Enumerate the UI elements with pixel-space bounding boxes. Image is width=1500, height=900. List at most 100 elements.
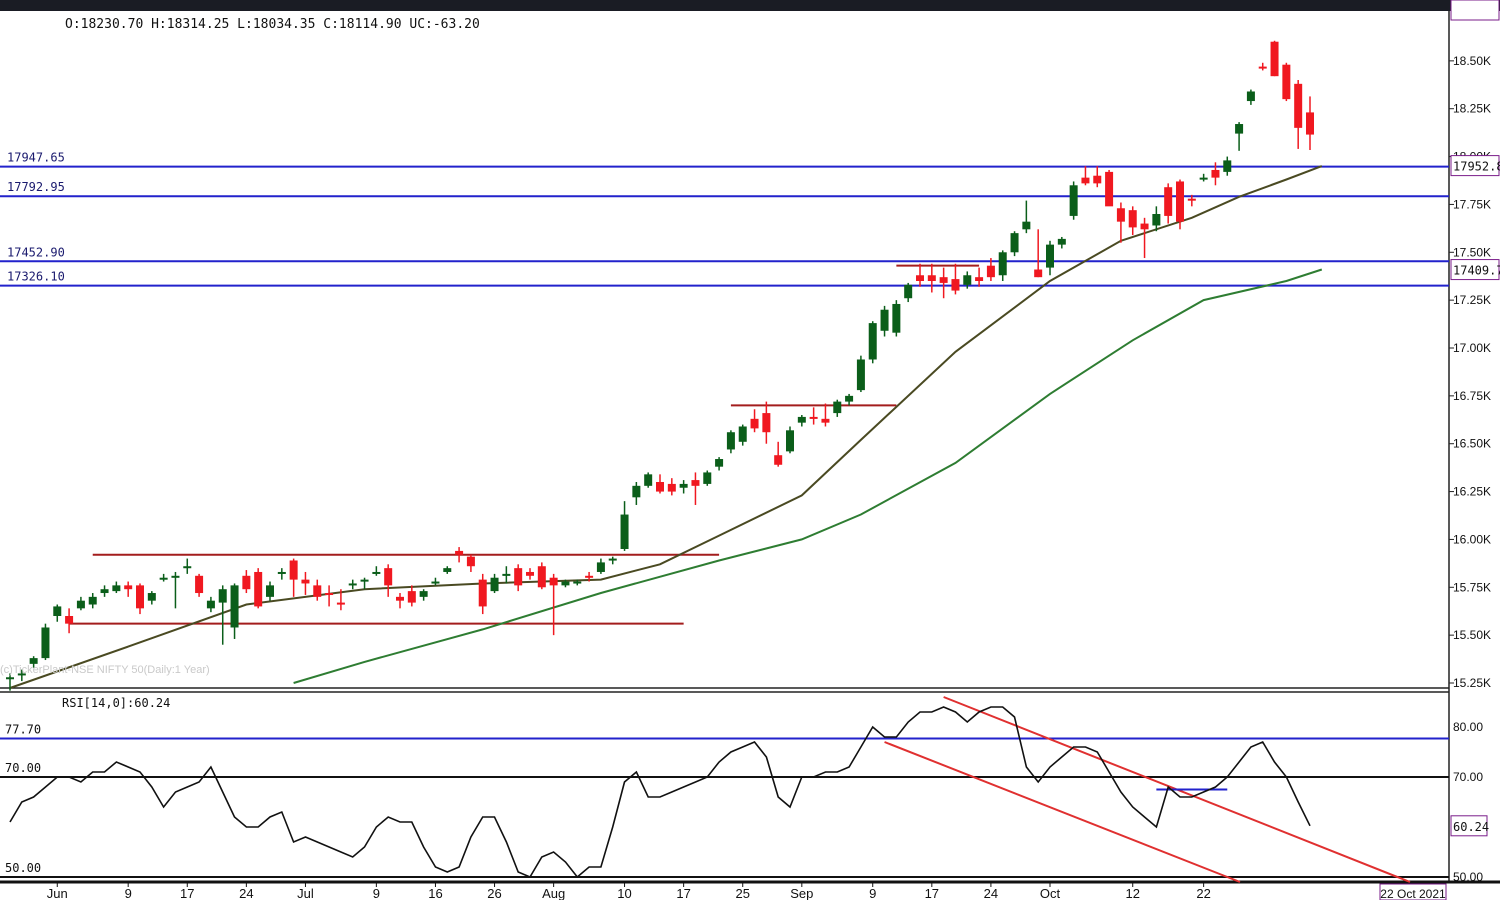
rsi-title: RSI[14,0]:60.24: [62, 696, 170, 710]
candle-down: [1211, 169, 1220, 178]
candles: [6, 40, 1314, 691]
candle-up: [17, 673, 26, 676]
candle-up: [786, 430, 794, 452]
price-tag-box: [1450, 0, 1500, 21]
candle-up: [1057, 238, 1066, 245]
candle-up: [608, 558, 617, 561]
y-tick-label: 17.50K: [1453, 245, 1491, 259]
candle-down: [514, 568, 523, 586]
candle-down: [774, 455, 783, 465]
candle-down: [1282, 64, 1291, 100]
candle-up: [561, 581, 570, 586]
price-tags: 18114.9 17952.8 17409.7: [1450, 0, 1500, 281]
candle-up: [856, 359, 865, 391]
candle-down: [939, 277, 948, 283]
candle-down: [927, 275, 936, 281]
y-tick-label: 16.50K: [1453, 437, 1491, 451]
price-y-axis: 18.50K18.25K18.00K17.75K17.50K17.25K17.0…: [1449, 54, 1491, 690]
candle-down: [667, 483, 676, 492]
y-tick-label: 15.50K: [1453, 628, 1491, 642]
moving-average-long-line: [293, 268, 1323, 684]
candle-down: [821, 418, 830, 423]
candle-up: [963, 275, 972, 285]
rsi-level-label: 70.00: [5, 761, 41, 775]
candle-down: [1116, 208, 1125, 222]
price-levels: 17947.65 17792.95 17452.90 17326.10: [0, 151, 1449, 287]
window-top-bar: [0, 0, 1500, 11]
candle-up: [348, 583, 357, 586]
candle-down: [478, 579, 487, 607]
candle-down: [916, 275, 924, 281]
candle-down: [809, 416, 818, 419]
price-level-label: 17452.90: [7, 245, 65, 259]
x-tick-label: Sep: [790, 886, 813, 900]
rsi-trend-line: [884, 741, 1241, 883]
x-axis: Jun 9 17 24 Jul 9 16 26 Aug 10 17 25 Sep 9 17 24 Oct 12 22…: [47, 882, 1447, 900]
candle-up: [100, 589, 109, 594]
rsi-level-label: 77.70: [5, 723, 41, 737]
candle-up: [904, 284, 913, 299]
candle-up: [76, 600, 85, 609]
candle-up: [703, 472, 712, 484]
rsi-value-tag: 60.24: [1453, 820, 1489, 834]
x-tick-label: 22: [1196, 886, 1210, 900]
x-tick-label: 9: [869, 886, 876, 900]
candle-up: [206, 600, 215, 609]
rsi-line: [9, 706, 1311, 879]
candle-up: [1199, 177, 1208, 180]
x-tick-label: 16: [428, 886, 442, 900]
candle-down: [325, 593, 334, 596]
candle-up: [230, 585, 239, 628]
candle-up: [1069, 185, 1078, 216]
candle-up: [797, 416, 806, 423]
candle-up: [1235, 124, 1244, 134]
candle-up: [218, 589, 227, 603]
candle-down: [526, 571, 534, 576]
candle-down: [195, 575, 204, 594]
x-tick-label: Aug: [542, 886, 565, 900]
x-tick-label: 26: [487, 886, 501, 900]
x-tick-label: 17: [925, 886, 939, 900]
x-tick-label: Jul: [297, 886, 314, 900]
candle-up: [431, 581, 440, 584]
candle-up: [573, 581, 582, 584]
y-tick-label: 15.25K: [1453, 676, 1491, 690]
candle-down: [1176, 181, 1184, 222]
candle-up: [41, 627, 50, 659]
watermark: (c)TickerPlant-NSE NIFTY 50(Daily:1 Year…: [0, 664, 210, 676]
x-tick-label: 17: [676, 886, 690, 900]
y-tick-label: 17.00K: [1453, 341, 1491, 355]
y-tick-label: 18.50K: [1453, 54, 1491, 68]
price-tag-label: 18114.9: [1453, 0, 1500, 3]
candle-down: [1034, 269, 1043, 278]
y-tick-label: 18.25K: [1453, 102, 1491, 116]
rsi-level-label: 50.00: [5, 861, 41, 875]
candle-up: [880, 309, 889, 331]
candle-up: [596, 562, 605, 572]
candle-down: [750, 418, 759, 429]
x-tick-label: 17: [180, 886, 194, 900]
candle-up: [490, 577, 499, 592]
candle-down: [242, 575, 251, 590]
date-tag-box: [1379, 883, 1447, 900]
candle-down: [1164, 187, 1173, 216]
candle-up: [998, 252, 1007, 276]
price-tag-box: [1450, 155, 1500, 177]
candle-down: [384, 568, 393, 586]
candle-down: [986, 265, 995, 278]
candle-down: [289, 560, 298, 580]
candle-up: [679, 483, 688, 488]
candle-down: [1093, 175, 1102, 184]
candle-down: [313, 585, 322, 597]
candle-down: [1140, 223, 1149, 230]
price-level-label: 17947.65: [7, 151, 65, 165]
rsi-y-tick-label: 70.00: [1453, 770, 1483, 784]
y-tick-label: 16.25K: [1453, 485, 1491, 499]
candle-down: [1270, 41, 1279, 77]
candle-down: [136, 585, 144, 609]
y-tick-label: 16.75K: [1453, 389, 1491, 403]
